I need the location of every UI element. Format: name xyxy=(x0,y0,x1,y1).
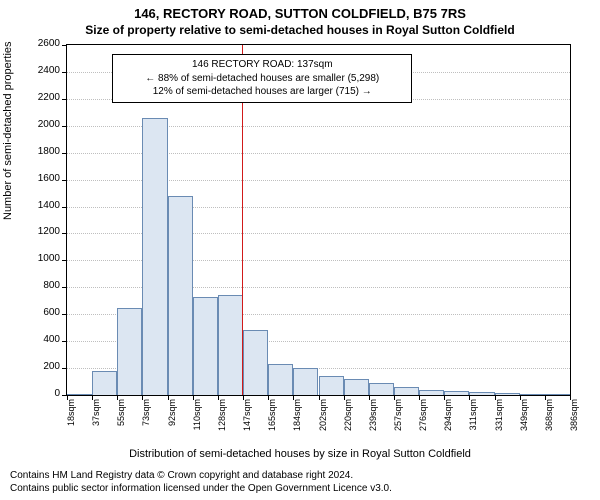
x-tick-label: 331sqm xyxy=(494,399,504,449)
histogram-bar xyxy=(319,376,344,395)
histogram-bar xyxy=(117,308,142,396)
x-tick-label: 92sqm xyxy=(167,399,177,449)
histogram-bar xyxy=(369,383,394,395)
x-tick-label: 147sqm xyxy=(242,399,252,449)
x-tick-label: 55sqm xyxy=(116,399,126,449)
x-tick-label: 294sqm xyxy=(443,399,453,449)
histogram-bar xyxy=(168,196,193,395)
y-tick-mark xyxy=(62,180,67,181)
histogram-bar xyxy=(520,394,545,395)
title-sub: Size of property relative to semi-detach… xyxy=(0,23,600,37)
y-tick-label: 1000 xyxy=(6,253,60,264)
annotation-line: 146 RECTORY ROAD: 137sqm xyxy=(119,58,405,72)
x-tick-label: 368sqm xyxy=(544,399,554,449)
y-tick-label: 400 xyxy=(6,334,60,345)
y-tick-mark xyxy=(62,126,67,127)
histogram-bar xyxy=(67,394,92,395)
histogram-bar xyxy=(142,118,167,395)
y-tick-mark xyxy=(62,99,67,100)
y-tick-label: 200 xyxy=(6,361,60,372)
y-tick-mark xyxy=(62,45,67,46)
y-tick-label: 1200 xyxy=(6,226,60,237)
x-axis-label: Distribution of semi-detached houses by … xyxy=(0,448,600,460)
histogram-bar xyxy=(495,393,520,395)
y-tick-label: 2600 xyxy=(6,38,60,49)
y-tick-mark xyxy=(62,287,67,288)
y-tick-label: 2400 xyxy=(6,65,60,76)
x-tick-label: 73sqm xyxy=(141,399,151,449)
y-tick-mark xyxy=(62,341,67,342)
x-tick-label: 220sqm xyxy=(343,399,353,449)
y-tick-mark xyxy=(62,153,67,154)
y-tick-mark xyxy=(62,233,67,234)
plot-area: 146 RECTORY ROAD: 137sqm← 88% of semi-de… xyxy=(66,44,571,396)
y-tick-mark xyxy=(62,207,67,208)
histogram-bar xyxy=(344,379,369,395)
histogram-bar xyxy=(469,392,494,395)
chart-container: 146, RECTORY ROAD, SUTTON COLDFIELD, B75… xyxy=(0,0,600,500)
annotation-box: 146 RECTORY ROAD: 137sqm← 88% of semi-de… xyxy=(112,54,412,103)
x-tick-label: 311sqm xyxy=(468,399,478,449)
x-tick-label: 18sqm xyxy=(66,399,76,449)
x-tick-label: 110sqm xyxy=(192,399,202,449)
y-tick-mark xyxy=(62,368,67,369)
x-tick-label: 37sqm xyxy=(91,399,101,449)
annotation-line: ← 88% of semi-detached houses are smalle… xyxy=(119,72,405,86)
y-tick-mark xyxy=(62,314,67,315)
histogram-bar xyxy=(444,391,469,395)
title-block: 146, RECTORY ROAD, SUTTON COLDFIELD, B75… xyxy=(0,0,600,37)
x-tick-label: 128sqm xyxy=(217,399,227,449)
y-tick-mark xyxy=(62,72,67,73)
histogram-bar xyxy=(92,371,117,395)
annotation-line: 12% of semi-detached houses are larger (… xyxy=(119,85,405,99)
y-tick-label: 2200 xyxy=(6,92,60,103)
y-tick-label: 0 xyxy=(6,388,60,399)
x-tick-label: 165sqm xyxy=(267,399,277,449)
histogram-bar xyxy=(243,330,268,395)
x-tick-label: 386sqm xyxy=(569,399,579,449)
histogram-bar xyxy=(193,297,218,395)
x-tick-label: 257sqm xyxy=(393,399,403,449)
y-tick-label: 1400 xyxy=(6,200,60,211)
y-tick-mark xyxy=(62,260,67,261)
footer-line-2: Contains public sector information licen… xyxy=(10,483,392,496)
y-tick-label: 800 xyxy=(6,280,60,291)
histogram-bar xyxy=(293,368,318,395)
y-tick-label: 600 xyxy=(6,307,60,318)
x-tick-label: 239sqm xyxy=(368,399,378,449)
title-main: 146, RECTORY ROAD, SUTTON COLDFIELD, B75… xyxy=(0,6,600,21)
x-tick-label: 184sqm xyxy=(292,399,302,449)
footer-line-1: Contains HM Land Registry data © Crown c… xyxy=(10,470,392,483)
attribution-footer: Contains HM Land Registry data © Crown c… xyxy=(10,470,392,495)
histogram-bar xyxy=(419,390,444,395)
histogram-bar xyxy=(268,364,293,395)
y-tick-label: 2000 xyxy=(6,119,60,130)
x-tick-label: 202sqm xyxy=(318,399,328,449)
histogram-bar xyxy=(545,394,570,395)
x-tick-label: 276sqm xyxy=(418,399,428,449)
histogram-bar xyxy=(394,387,419,395)
histogram-bar xyxy=(218,295,243,395)
y-tick-label: 1800 xyxy=(6,146,60,157)
y-tick-label: 1600 xyxy=(6,173,60,184)
x-tick-label: 349sqm xyxy=(519,399,529,449)
